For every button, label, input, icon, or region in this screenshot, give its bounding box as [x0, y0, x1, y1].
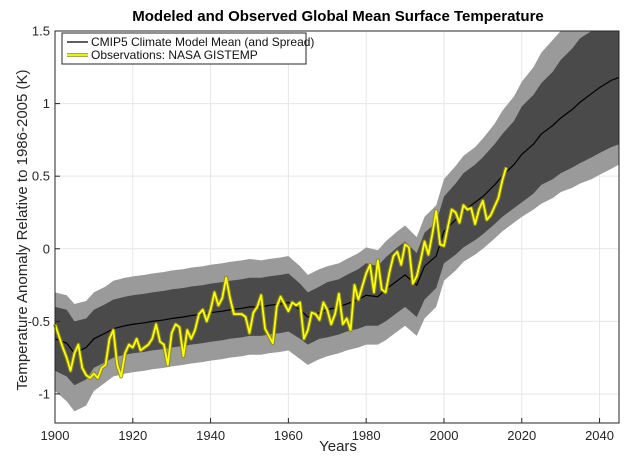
- series-lines: [53, 76, 620, 380]
- x-tick-label: 1980: [352, 428, 381, 443]
- x-tick-label: 1900: [41, 428, 70, 443]
- plot-frame: [54, 30, 620, 424]
- chart-title: Modeled and Observed Global Mean Surface…: [132, 8, 544, 25]
- y-tick-label: 1.5: [32, 24, 50, 39]
- legend-obs-label: Observations: NASA GISTEMP: [91, 48, 258, 62]
- spread-bands: [55, 31, 619, 412]
- legend-box: [61, 32, 307, 65]
- x-axis-title: Years: [319, 438, 357, 455]
- outer-spread-band: [55, 31, 619, 412]
- observations-line: [54, 167, 508, 379]
- x-tick-label: 1940: [196, 428, 225, 443]
- inner-spread-band: [55, 31, 619, 386]
- y-tick-label: 0: [43, 241, 50, 256]
- x-tick-label: 2020: [507, 428, 536, 443]
- y-tick-label: -1: [38, 386, 50, 401]
- legend-model-label: CMIP5 Climate Model Mean (and Spread): [91, 35, 314, 49]
- y-tick-label: 0.5: [32, 169, 50, 184]
- y-axis-title: Temperature Anomaly Relative to 1986-200…: [14, 69, 31, 390]
- tick-layer: 1900 1920 1940 1960 1980 2000 2020 2040 -1 -0.5 0 0…: [28, 24, 614, 444]
- y-tick-label: 1: [43, 96, 50, 111]
- legend: CMIP5 Climate Model Mean (and Spread) Ob…: [61, 32, 314, 65]
- x-tick-label: 1960: [274, 428, 303, 443]
- x-tick-label: 2000: [430, 428, 459, 443]
- x-tick-label: 1920: [118, 428, 147, 443]
- x-tick-label: 2040: [585, 428, 614, 443]
- y-tick-label: -0.5: [28, 314, 50, 329]
